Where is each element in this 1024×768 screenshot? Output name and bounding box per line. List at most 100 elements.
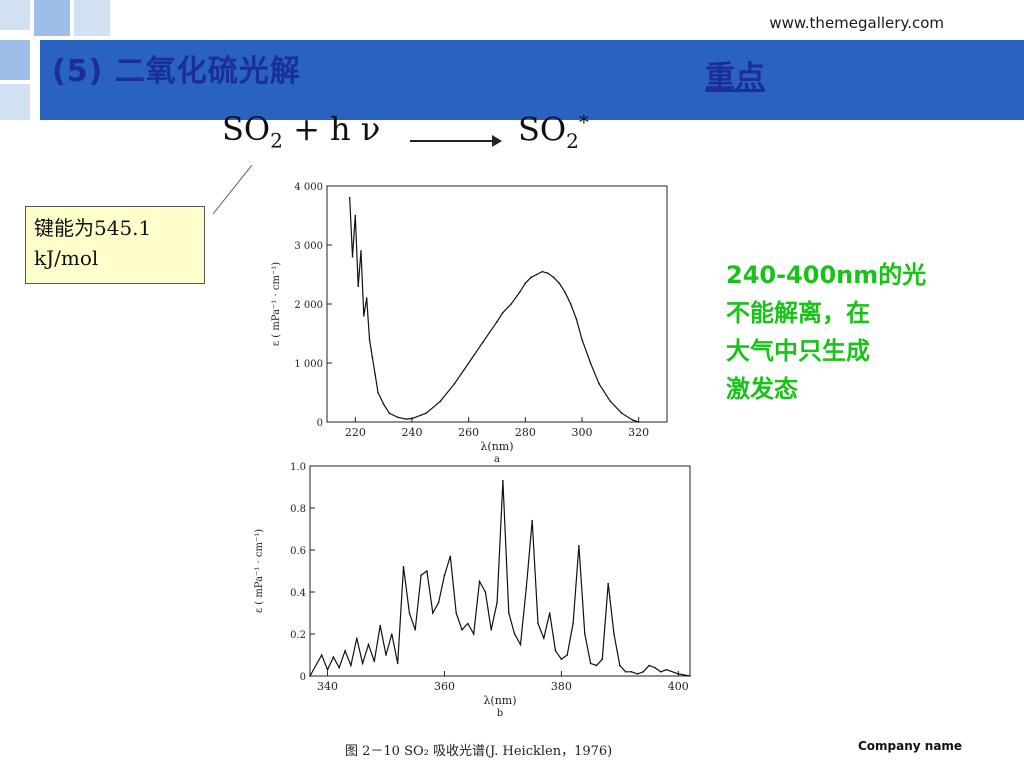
data-point	[354, 214, 357, 217]
data-point	[572, 622, 574, 625]
data-point	[379, 624, 381, 627]
data-point	[637, 421, 640, 423]
data-point	[402, 566, 405, 568]
data-point	[613, 633, 615, 635]
data-point	[501, 312, 504, 314]
header-decor-square	[34, 0, 70, 36]
panel-label: b	[497, 708, 503, 719]
data-point	[373, 660, 376, 663]
data-point	[405, 418, 408, 420]
data-point	[309, 675, 311, 677]
data-point	[496, 320, 498, 323]
data-point	[482, 341, 484, 344]
x-tick-label: 240	[402, 426, 423, 439]
data-point	[420, 574, 422, 576]
data-point	[569, 303, 572, 305]
data-point	[510, 303, 512, 305]
data-point	[552, 276, 555, 279]
figure-caption: 图 2－10 SO₂ 吸收光谱(J. Heicklen，1976)	[345, 744, 613, 759]
plot-frame	[309, 465, 691, 677]
data-point	[397, 416, 399, 419]
data-point	[431, 612, 434, 614]
y-axis-label: ε ( mPa⁻¹ · cm⁻¹)	[271, 262, 282, 346]
spectrum-line	[349, 197, 639, 423]
header-decor-square	[74, 0, 110, 36]
equation-product-sub: 2	[566, 129, 579, 154]
data-point	[648, 664, 650, 667]
data-point	[665, 668, 668, 671]
data-point	[350, 664, 352, 667]
data-point	[535, 273, 538, 276]
data-point	[513, 633, 516, 635]
data-point	[632, 419, 634, 422]
data-point	[344, 650, 346, 652]
data-point	[472, 633, 475, 635]
photolysis-note: 240-400nm的光 不能解离，在 大气中只生成 激发态	[726, 256, 966, 408]
data-point	[357, 285, 359, 288]
data-point	[547, 272, 549, 275]
data-point	[560, 658, 563, 660]
data-point	[642, 671, 645, 673]
data-point	[630, 671, 633, 673]
data-point	[543, 637, 545, 639]
y-tick-label: 0.8	[290, 504, 306, 515]
data-point	[443, 574, 446, 576]
reaction-arrow-head	[492, 135, 502, 147]
data-point	[566, 654, 569, 656]
data-point	[478, 580, 481, 583]
data-point	[583, 633, 586, 635]
chart-absorption-a: 0 1 000 2 000 3 000 4 000 220 240 260 280 300 320 λ…	[271, 182, 668, 465]
data-point	[377, 391, 379, 394]
data-point	[598, 382, 600, 385]
footer-company: Company name	[858, 739, 963, 753]
data-point	[689, 675, 691, 677]
data-point	[564, 291, 566, 293]
data-point	[490, 629, 493, 631]
data-point	[437, 601, 440, 604]
equation-product: SO	[518, 110, 567, 149]
y-tick-label: 0	[300, 672, 306, 683]
data-point	[659, 671, 662, 673]
data-point	[601, 658, 604, 660]
equation-left: SO2 + h ν	[222, 110, 380, 152]
equation-right: SO2*	[518, 110, 589, 153]
y-tick-label: 0	[317, 418, 323, 429]
y-tick-label: 2 000	[294, 300, 323, 311]
callout-line-1: 键能为545.1	[34, 216, 152, 240]
data-point	[525, 587, 528, 589]
y-tick-label: 4 000	[294, 182, 323, 193]
data-point	[363, 315, 365, 317]
equation-reactant: SO	[222, 110, 271, 148]
y-tick-label: 3 000	[294, 241, 323, 252]
note-line: 大气中只生成	[726, 337, 870, 365]
y-axis-label: ε ( mPa⁻¹ · cm⁻¹)	[254, 529, 265, 613]
data-point	[530, 276, 532, 279]
data-point	[496, 601, 498, 604]
data-point	[484, 591, 487, 593]
data-point	[396, 662, 399, 665]
header-bar	[40, 40, 1024, 120]
reaction-arrow-shaft	[410, 140, 498, 142]
data-point	[581, 338, 583, 341]
panel-label: a	[494, 454, 500, 465]
data-point	[455, 612, 457, 614]
data-point	[461, 629, 463, 631]
slide-title: (5) 二氧化硫光解	[52, 54, 301, 89]
data-point	[537, 622, 539, 625]
x-tick-label: 220	[345, 426, 366, 439]
plot-frame	[326, 185, 668, 423]
x-tick-label: 280	[515, 426, 536, 439]
data-point	[541, 270, 544, 273]
data-point	[589, 362, 592, 364]
data-point	[624, 671, 627, 673]
data-point	[361, 662, 364, 665]
y-tick-label: 0.4	[290, 588, 306, 599]
y-tick-label: 0.6	[290, 546, 306, 557]
data-point	[374, 374, 376, 376]
data-point	[355, 637, 358, 639]
header-decor-square	[0, 84, 30, 120]
x-tick-label: 400	[668, 680, 689, 693]
data-point	[351, 256, 354, 258]
note-line: 240-400nm的光	[726, 261, 927, 289]
site-url: www.themegallery.com	[769, 14, 944, 32]
